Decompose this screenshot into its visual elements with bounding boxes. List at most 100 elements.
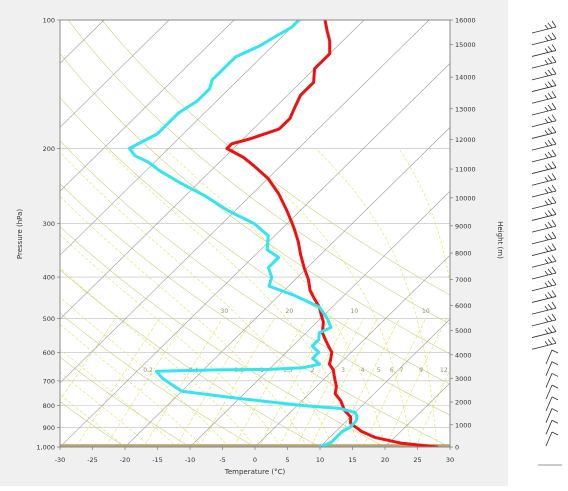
- wind-barb: [531, 102, 557, 116]
- y-tick-label: 200: [43, 145, 55, 153]
- wind-barb-feather: [551, 55, 557, 63]
- dewpoint-trace: [127, 20, 359, 447]
- y-tick-label: 900: [43, 424, 55, 432]
- wind-barb: [545, 419, 559, 435]
- wind-barb-shaft: [531, 85, 557, 92]
- wind-barb: [531, 91, 557, 104]
- moist-adiabat-line: [105, 148, 360, 447]
- wind-barb-feather: [551, 102, 557, 110]
- wind-barb-feather: [547, 233, 553, 240]
- wind-barb-shaft: [531, 73, 557, 81]
- wind-barb-feather: [547, 139, 553, 146]
- y-tick-label: 400: [43, 274, 55, 282]
- wind-barb-feather: [544, 153, 549, 159]
- mixing-ratio-label: 0.2: [143, 367, 153, 374]
- isotherm-line: [60, 20, 365, 320]
- wind-barb-feather: [547, 151, 553, 158]
- wind-barb-feather: [547, 198, 553, 204]
- isotherm-line: [60, 20, 235, 192]
- height-tick-label: 0: [455, 444, 459, 452]
- height-tick-label: 8000: [455, 250, 472, 258]
- wind-barb: [531, 325, 557, 338]
- wind-barb-feather: [551, 184, 557, 192]
- wind-barb-feather: [544, 48, 549, 53]
- wind-barb-feather: [551, 79, 557, 86]
- wind-barb-feather: [547, 81, 553, 87]
- wind-barb-feather: [551, 231, 557, 239]
- mixing-ratio-line: [233, 318, 307, 447]
- mixing-ratio-line: [385, 318, 447, 447]
- height-tick-label: 14000: [455, 74, 476, 82]
- wind-barb-feather: [544, 270, 549, 276]
- isotherm-line: [319, 318, 450, 447]
- wind-barb-shaft: [531, 50, 557, 57]
- wind-barb-feather: [551, 408, 559, 412]
- wind-barb-shaft: [531, 307, 557, 315]
- height-tick-label: 5000: [455, 327, 472, 335]
- wind-barb: [545, 384, 559, 400]
- y-tick-label: 500: [43, 315, 55, 323]
- wind-barb-shaft: [531, 178, 557, 186]
- mixing-ratio-label: 2: [311, 367, 315, 374]
- wind-barb-feather: [544, 259, 549, 264]
- moist-adiabat-line: [60, 267, 256, 447]
- height-tick-label: 3000: [455, 375, 472, 383]
- isotherm-line: [254, 254, 450, 447]
- wind-barb: [531, 231, 557, 245]
- height-axis-title: Height (m): [496, 221, 504, 259]
- wind-barb-shaft: [531, 143, 557, 151]
- wind-barb-feather: [547, 93, 553, 99]
- wind-barb: [531, 184, 557, 198]
- wind-barb-feather: [547, 116, 553, 122]
- wind-barb-feather: [544, 141, 549, 147]
- wind-barb-shaft: [545, 431, 553, 447]
- mixing-ratio-line: [310, 318, 378, 447]
- x-tick-label: 20: [381, 456, 389, 464]
- moist-adiabat-line: [315, 148, 438, 447]
- mixing-ratio-line: [143, 318, 223, 447]
- y-tick-label: 800: [43, 402, 55, 410]
- wind-barb-feather: [551, 196, 557, 203]
- wind-barb-feather: [551, 337, 557, 344]
- height-tick-label: 7000: [455, 276, 472, 284]
- wind-barb-feather: [544, 188, 549, 194]
- wind-barb: [531, 44, 557, 57]
- wind-barb-feather: [547, 268, 553, 275]
- wind-barb: [531, 137, 557, 151]
- wind-barb-shaft: [531, 319, 557, 327]
- wind-barb-feather: [547, 210, 553, 216]
- dry-adiabat-line: [60, 53, 450, 355]
- height-tick-label: 1000: [455, 421, 472, 429]
- wind-barb-feather: [544, 36, 549, 41]
- wind-barb: [531, 337, 557, 350]
- height-tick-label: 11000: [455, 166, 476, 174]
- dry-adiabat-line: [60, 269, 321, 447]
- wind-barb: [545, 361, 559, 376]
- isotherm-line: [124, 126, 450, 447]
- wind-barb-shaft: [531, 155, 557, 163]
- wind-barb-feather: [547, 280, 553, 286]
- y-tick-label: 700: [43, 377, 55, 385]
- wind-barb-shaft: [531, 38, 557, 46]
- wind-barb-feather: [551, 396, 559, 401]
- x-axis-title: Temperature (°C): [224, 468, 286, 476]
- wind-barb-feather: [544, 165, 549, 170]
- wind-barb-shaft: [531, 108, 557, 116]
- x-tick-label: -20: [120, 456, 131, 464]
- mixing-ratio-line: [60, 318, 116, 401]
- wind-barb: [545, 373, 559, 388]
- wind-barb-feather: [544, 317, 549, 323]
- wind-barb-feather: [547, 175, 553, 181]
- mixing-ratio-label: 12: [440, 367, 448, 374]
- wind-barb-feather: [551, 373, 559, 377]
- wind-barb-shaft: [531, 284, 557, 292]
- wind-barb-feather: [544, 177, 549, 182]
- wind-barb-feather: [551, 161, 557, 168]
- wind-barb-shaft: [531, 342, 557, 350]
- dry-adiabat-line: [60, 183, 450, 447]
- x-tick-label: 5: [285, 456, 289, 464]
- wind-barb: [531, 313, 557, 327]
- wind-barb: [531, 290, 557, 303]
- wind-barb-feather: [547, 245, 553, 251]
